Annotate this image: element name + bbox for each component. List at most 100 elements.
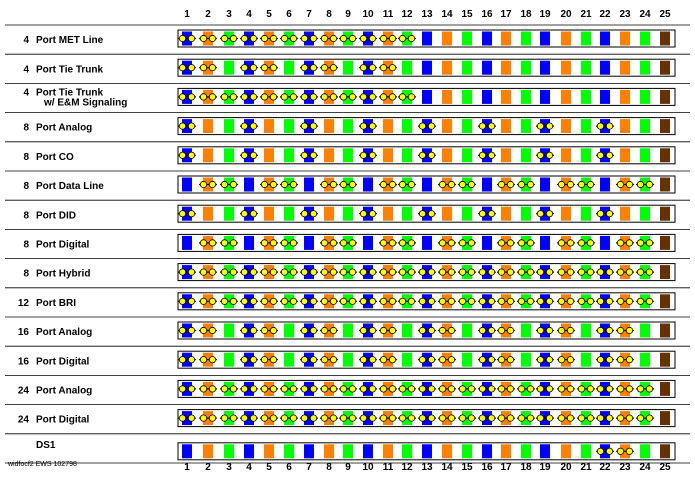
pin-block xyxy=(660,31,670,46)
column-number: 23 xyxy=(619,462,631,473)
connector-type-label: Port DID xyxy=(36,210,76,221)
column-number: 14 xyxy=(441,462,453,473)
contact-dot xyxy=(506,239,515,247)
pin-block xyxy=(600,235,610,250)
contact-pair xyxy=(478,414,496,422)
contact-dot xyxy=(545,151,554,159)
column-number: 2 xyxy=(205,462,211,473)
contact-dot xyxy=(359,122,368,130)
pin-block xyxy=(521,119,531,134)
contact-pair xyxy=(497,414,515,422)
pin-block xyxy=(182,444,192,459)
contact-dot xyxy=(187,297,196,305)
contact-pair xyxy=(320,326,338,335)
contact-pair xyxy=(517,414,535,422)
contact-dot xyxy=(427,414,436,422)
contact-dot xyxy=(240,356,249,364)
port-count: 8 xyxy=(23,152,29,163)
contact-pair xyxy=(240,122,258,130)
pin-block xyxy=(660,381,670,396)
contact-pair xyxy=(339,414,357,422)
contact-pair xyxy=(458,385,476,393)
contact-dot xyxy=(596,151,605,159)
contact-pair xyxy=(636,268,654,276)
contact-pair xyxy=(178,268,196,276)
column-number: 9 xyxy=(345,462,351,473)
drawing-code: widfocf2 EWS 102798 xyxy=(7,461,77,468)
pin-block xyxy=(620,148,630,163)
contact-dot xyxy=(526,180,535,189)
contact-pair xyxy=(240,356,258,364)
pin-block xyxy=(324,206,334,221)
contact-dot xyxy=(636,414,645,422)
contact-dot xyxy=(545,268,554,276)
contact-dot xyxy=(418,122,427,130)
pin-block xyxy=(244,177,254,192)
pin-block xyxy=(620,31,630,46)
contact-dot xyxy=(458,180,467,189)
contact-dot xyxy=(447,239,456,247)
contact-dot xyxy=(240,297,249,305)
contact-dot xyxy=(229,297,238,305)
contact-pair xyxy=(240,297,258,305)
pin-block xyxy=(660,177,670,192)
contact-dot xyxy=(487,356,496,364)
contact-pair xyxy=(557,180,575,189)
contact-dot xyxy=(557,356,566,364)
pin-block xyxy=(402,119,412,134)
pin-block xyxy=(422,177,432,192)
contact-pair xyxy=(379,297,397,305)
contact-dot xyxy=(187,64,196,72)
pin-block xyxy=(284,323,294,338)
contact-dot xyxy=(300,210,309,218)
contact-dot xyxy=(557,239,566,247)
pinout-rows: 4 Port MET Line 4 Port Tie Trunk 4 Port Tie T… xyxy=(18,29,676,461)
pinout-row: 8 Port Data Line xyxy=(23,175,676,194)
contact-dot xyxy=(329,64,338,72)
contact-pair xyxy=(300,268,318,276)
pin-block xyxy=(620,89,630,104)
contact-pair xyxy=(418,122,436,130)
contact-dot xyxy=(625,297,634,305)
contact-dot xyxy=(309,356,318,364)
pin-block xyxy=(324,444,334,459)
contact-dot xyxy=(329,239,338,247)
contact-dot xyxy=(260,239,269,247)
contact-dot xyxy=(178,210,187,218)
contact-dot xyxy=(240,34,249,43)
contact-dot xyxy=(249,356,258,364)
pin-block xyxy=(640,352,650,367)
contact-dot xyxy=(269,64,278,72)
contact-dot xyxy=(526,239,535,247)
contact-pair xyxy=(398,297,416,305)
pin-block xyxy=(640,323,650,338)
contact-pair xyxy=(280,414,298,422)
contact-dot xyxy=(240,268,249,276)
contact-dot xyxy=(368,385,377,393)
contact-dot xyxy=(309,326,318,335)
pinout-row: 24 Port Analog xyxy=(18,379,676,398)
contact-dot xyxy=(506,180,515,189)
contact-dot xyxy=(447,356,456,364)
contact-dot xyxy=(536,356,545,364)
contact-pair xyxy=(438,385,456,393)
contact-dot xyxy=(427,268,436,276)
contact-dot xyxy=(467,385,476,393)
contact-dot xyxy=(398,93,407,101)
column-number: 17 xyxy=(500,462,512,473)
contact-pair xyxy=(596,297,614,305)
contact-dot xyxy=(379,64,388,72)
contact-pair xyxy=(339,93,357,101)
contact-dot xyxy=(348,239,357,247)
contact-pair xyxy=(497,385,515,393)
contact-pair xyxy=(497,268,515,276)
contact-dot xyxy=(320,414,329,422)
contact-pair xyxy=(616,297,634,305)
contact-dot xyxy=(566,414,575,422)
contact-dot xyxy=(240,385,249,393)
pin-block xyxy=(224,352,234,367)
contact-dot xyxy=(300,93,309,101)
contact-pair xyxy=(438,356,456,364)
contact-pair xyxy=(636,297,654,305)
contact-dot xyxy=(199,414,208,422)
